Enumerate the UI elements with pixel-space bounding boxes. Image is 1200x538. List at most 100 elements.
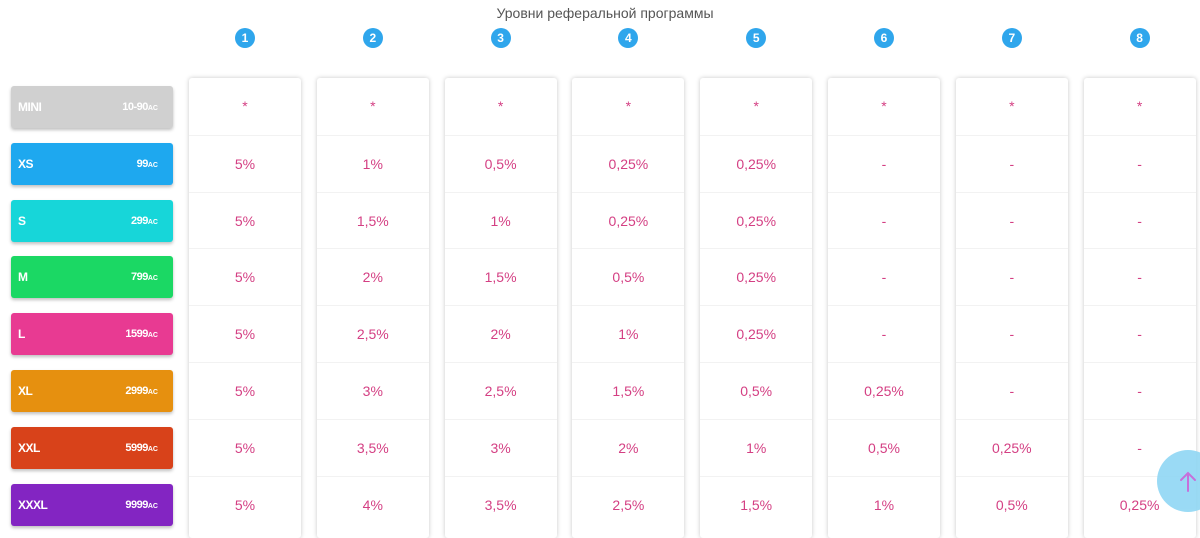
commission-cell: 3% — [316, 362, 429, 419]
commission-cell: 3,5% — [316, 418, 429, 476]
level-column: * 0,25% 0,25% 0,25% 0,25% 0,5% 1% 1,5% — [700, 78, 813, 538]
commission-cell: 2% — [572, 418, 685, 476]
currency-label: AC — [147, 502, 158, 510]
plan-name: XXXL — [18, 497, 48, 512]
commission-cell: - — [828, 248, 940, 305]
commission-cell: - — [828, 191, 940, 249]
commission-cell: 5% — [189, 475, 301, 533]
level-number: 1 — [235, 28, 255, 48]
plan-name: MINI — [18, 100, 42, 114]
level-number: 3 — [490, 28, 511, 48]
currency-label: AC — [147, 445, 158, 453]
commission-cell: - — [955, 191, 1068, 249]
commission-cell: 0,5% — [572, 248, 685, 305]
commission-cell: - — [1083, 418, 1196, 476]
plan-name: S — [18, 213, 26, 228]
plan-label-l: L 1599AC — [11, 313, 173, 356]
plan-label-mini: MINI 10-90AC — [11, 86, 173, 128]
commission-cell: * — [881, 98, 887, 114]
commission-cell: - — [955, 362, 1068, 419]
commission-cell: 0,5% — [700, 362, 813, 419]
page-title: Уровни реферальной программы — [496, 5, 714, 21]
currency-label: AC — [147, 275, 158, 283]
level-column: * 0,5% 1% 1,5% 2% 2,5% 3% 3,5% — [444, 78, 557, 538]
commission-cell: 2% — [316, 248, 429, 305]
currency-label: AC — [147, 218, 158, 226]
commission-cell: - — [1083, 134, 1196, 192]
level-number: 4 — [618, 28, 639, 48]
currency-label: AC — [147, 332, 158, 340]
plan-price: 10-90AC — [122, 101, 158, 113]
level-number: 7 — [1001, 28, 1022, 48]
commission-cell: 0,25% — [700, 191, 813, 249]
plan-name: XL — [18, 384, 33, 398]
level-column: * 0,25% 0,25% 0,5% 1% 1,5% 2% 2,5% — [572, 78, 685, 538]
commission-cell: 0,5% — [955, 475, 1068, 533]
commission-cell: 2% — [444, 305, 557, 362]
commission-cell: 1% — [316, 134, 429, 192]
commission-cell: 2,5% — [444, 362, 557, 419]
commission-cell: 0,25% — [1083, 475, 1196, 533]
plan-price: 9999AC — [125, 498, 158, 511]
currency-label: AC — [147, 161, 158, 169]
scroll-to-top-button[interactable] — [1157, 450, 1200, 512]
commission-cell: * — [1009, 98, 1015, 114]
plan-price: 99AC — [136, 157, 158, 170]
commission-cell: 5% — [189, 191, 301, 249]
commission-cell: 0,25% — [700, 248, 813, 305]
commission-cell: 1% — [700, 418, 813, 476]
plan-price: 1599AC — [125, 328, 158, 341]
commission-cell: - — [828, 305, 940, 362]
commission-cell: - — [955, 305, 1068, 362]
arrow-up-icon — [1180, 471, 1196, 492]
commission-cell: - — [1083, 248, 1196, 305]
plan-label-xxxl: XXXL 9999AC — [11, 483, 173, 526]
commission-cell: * — [370, 98, 376, 114]
commission-cell: - — [828, 134, 940, 192]
plan-label-m: M 799AC — [11, 256, 173, 299]
currency-label: AC — [147, 105, 158, 112]
commission-cell: - — [955, 134, 1068, 192]
commission-cell: 1% — [572, 305, 685, 362]
commission-cell: 5% — [189, 134, 301, 192]
plan-name: XS — [18, 156, 34, 171]
commission-cell: * — [497, 98, 504, 114]
commission-cell: 1,5% — [700, 475, 813, 533]
commission-cell: * — [753, 98, 759, 114]
commission-cell: 5% — [189, 362, 301, 419]
commission-cell: * — [625, 98, 632, 114]
plan-name: XXL — [18, 440, 40, 455]
level-number: 2 — [362, 28, 383, 48]
commission-cell: 5% — [189, 418, 301, 476]
commission-cell: 0,25% — [955, 418, 1068, 476]
commission-cell: 5% — [189, 248, 301, 305]
commission-cell: 0,25% — [572, 191, 685, 249]
commission-cell: 1,5% — [572, 362, 685, 419]
plan-label-xxl: XXL 5999AC — [11, 426, 173, 469]
commission-cell: 1% — [444, 191, 557, 249]
commission-cell: 3,5% — [444, 475, 557, 533]
commission-cell: - — [955, 248, 1068, 305]
commission-cell: 3% — [444, 418, 557, 476]
plan-price: 2999AC — [125, 385, 158, 397]
level-column: * 5% 5% 5% 5% 5% 5% 5% — [189, 78, 301, 538]
commission-cell: 0,25% — [572, 134, 685, 192]
level-number: 8 — [1129, 28, 1150, 48]
plan-label-xs: XS 99AC — [11, 142, 173, 185]
commission-cell: 0,5% — [828, 418, 940, 476]
commission-cell: * — [1136, 98, 1143, 114]
commission-cell: * — [242, 98, 248, 114]
commission-cell: - — [1083, 191, 1196, 249]
commission-cell: 2,5% — [316, 305, 429, 362]
commission-cell: 1% — [828, 475, 940, 533]
level-column: * - - - - -0,25% 0,5% — [955, 78, 1068, 538]
commission-cell: - — [1083, 305, 1196, 362]
plan-price: 5999AC — [125, 441, 158, 454]
plan-price: 299AC — [131, 214, 158, 227]
currency-label: AC — [147, 389, 158, 396]
plan-label-xl: XL 2999AC — [11, 370, 173, 412]
commission-cell: - — [1083, 362, 1196, 419]
plan-name: M — [18, 270, 28, 285]
commission-cell: 0,5% — [444, 134, 557, 192]
commission-cell: 4% — [316, 475, 429, 533]
